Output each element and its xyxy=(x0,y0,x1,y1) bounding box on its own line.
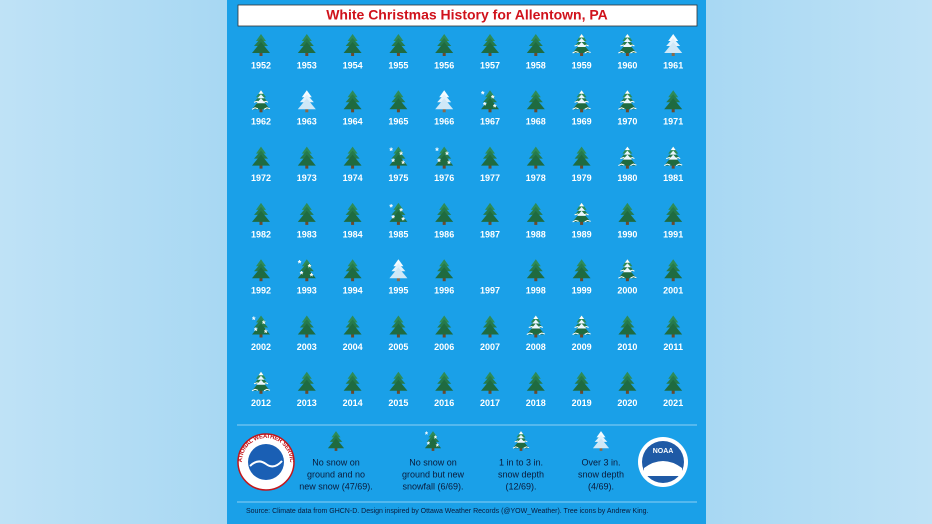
year-label: 1983 xyxy=(297,229,317,239)
year-label: 1972 xyxy=(251,173,271,183)
year-label: 1959 xyxy=(572,60,592,70)
year-label: 1954 xyxy=(343,60,363,70)
year-label: 2001 xyxy=(663,286,683,296)
year-label: 1970 xyxy=(617,117,637,127)
year-label: 2019 xyxy=(572,398,592,408)
year-label: 1961 xyxy=(663,60,683,70)
legend-text: (4/69). xyxy=(588,481,614,491)
year-label: 1989 xyxy=(572,229,592,239)
noaa-text: NOAA xyxy=(653,448,674,455)
year-label: 1962 xyxy=(251,117,271,127)
year-label: 2014 xyxy=(343,398,363,408)
year-label: 1999 xyxy=(572,286,592,296)
year-label: 1985 xyxy=(388,229,408,239)
year-label: 1960 xyxy=(617,60,637,70)
year-label: 2007 xyxy=(480,342,500,352)
legend-text: snowfall (6/69). xyxy=(402,481,463,491)
year-label: 1969 xyxy=(572,117,592,127)
year-label: 1974 xyxy=(343,173,363,183)
year-label: 2012 xyxy=(251,398,271,408)
year-label: 2017 xyxy=(480,398,500,408)
year-label: 2010 xyxy=(617,342,637,352)
year-label: 1967 xyxy=(480,117,500,127)
year-label: 1988 xyxy=(526,229,546,239)
legend-text: Over 3 in. xyxy=(581,457,620,467)
year-label: 1998 xyxy=(526,286,546,296)
year-label: 1953 xyxy=(297,60,317,70)
year-label: 1973 xyxy=(297,173,317,183)
year-label: 2015 xyxy=(388,398,408,408)
year-label: 1982 xyxy=(251,229,271,239)
year-label: 2003 xyxy=(297,342,317,352)
year-label: 2005 xyxy=(388,342,408,352)
footer: Source: Climate data from GHCN-D. Design… xyxy=(246,508,649,515)
legend-text: snow depth xyxy=(578,469,624,479)
year-label: 2018 xyxy=(526,398,546,408)
year-label: 1979 xyxy=(572,173,592,183)
title-box xyxy=(237,4,698,27)
year-label: 1990 xyxy=(617,229,637,239)
year-label: 1987 xyxy=(480,229,500,239)
year-label: 1984 xyxy=(343,229,363,239)
year-label: 1975 xyxy=(388,173,408,183)
legend-text: 1 in to 3 in. xyxy=(499,457,543,467)
year-label: 1997 xyxy=(480,286,500,296)
year-label: 2013 xyxy=(297,398,317,408)
legend-text: No snow on xyxy=(312,457,360,467)
year-label: 2011 xyxy=(663,342,683,352)
year-label: 1952 xyxy=(251,60,271,70)
year-label: 1993 xyxy=(297,286,317,296)
legend-text: ground and no xyxy=(307,469,365,479)
year-label: 2020 xyxy=(617,398,637,408)
year-label: 1991 xyxy=(663,229,683,239)
year-label: 1986 xyxy=(434,229,454,239)
year-label: 1995 xyxy=(388,286,408,296)
year-label: 1964 xyxy=(343,117,363,127)
year-label: 1958 xyxy=(526,60,546,70)
year-label: 1966 xyxy=(434,117,454,127)
year-label: 1976 xyxy=(434,173,454,183)
year-label: 2016 xyxy=(434,398,454,408)
year-label: 1956 xyxy=(434,60,454,70)
year-label: 2006 xyxy=(434,342,454,352)
year-label: 2008 xyxy=(526,342,546,352)
year-label: 2004 xyxy=(343,342,363,352)
year-label: 2009 xyxy=(572,342,592,352)
year-label: 2002 xyxy=(251,342,271,352)
year-label: 1981 xyxy=(663,173,683,183)
year-label: 1963 xyxy=(297,117,317,127)
year-label: 1994 xyxy=(343,286,363,296)
legend-text: No snow on xyxy=(409,457,457,467)
legend-text: ground but new xyxy=(402,469,465,479)
year-label: 1955 xyxy=(388,60,408,70)
year-label: 1977 xyxy=(480,173,500,183)
year-label: 1978 xyxy=(526,173,546,183)
legend-text: snow depth xyxy=(498,469,544,479)
legend-text: (12/69). xyxy=(505,481,536,491)
year-label: 2021 xyxy=(663,398,683,408)
year-label: 1980 xyxy=(617,173,637,183)
year-label: 2000 xyxy=(617,286,637,296)
year-label: 1971 xyxy=(663,117,683,127)
year-label: 1957 xyxy=(480,60,500,70)
year-label: 1965 xyxy=(388,117,408,127)
title: White Christmas History for Allentown, P… xyxy=(326,7,608,23)
noaa-logo: NOAA xyxy=(638,437,688,487)
year-label: 1968 xyxy=(526,117,546,127)
year-label: 1996 xyxy=(434,286,454,296)
legend-text: new snow (47/69). xyxy=(299,481,373,491)
year-label: 1992 xyxy=(251,286,271,296)
